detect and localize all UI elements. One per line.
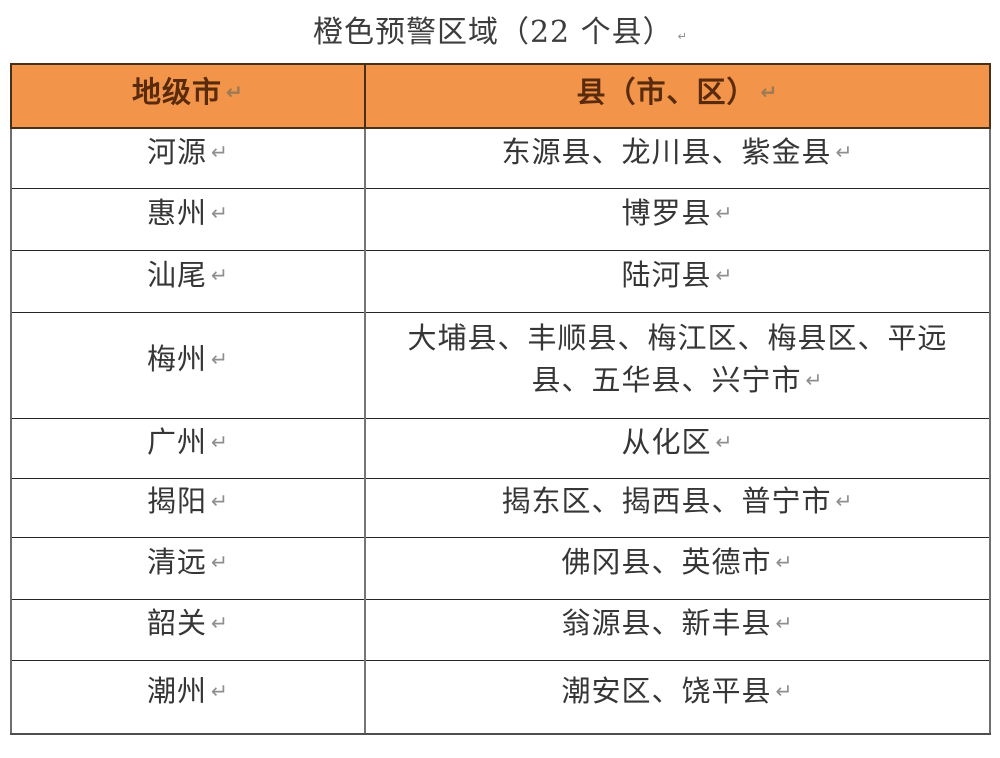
header-row: 地级市 ↵ 县（市、区） ↵: [10, 63, 991, 129]
return-mark-icon: ↵: [211, 678, 229, 703]
return-mark-icon: ↵: [835, 489, 854, 514]
city-label: 惠州: [146, 195, 207, 230]
return-mark-icon: ↵: [677, 30, 688, 44]
table-row: 潮州 ↵ 潮安区、饶平县 ↵: [10, 659, 991, 735]
header-counties-label: 县（市、区）: [576, 75, 757, 109]
return-mark-icon: ↵: [715, 429, 734, 454]
counties-label: 陆河县: [621, 257, 712, 292]
counties-label: 博罗县: [621, 195, 712, 230]
return-mark-icon: ↵: [226, 79, 244, 104]
return-mark-icon: ↵: [211, 429, 229, 454]
city-label: 清远: [146, 544, 207, 579]
return-mark-icon: ↵: [805, 367, 824, 392]
return-mark-icon: ↵: [211, 611, 229, 636]
city-cell: 河源 ↵: [10, 127, 366, 189]
counties-cell: 大埔县、丰顺县、梅江区、梅县区、平远县、五华县、兴宁市 ↵: [364, 311, 991, 419]
header-city: 地级市 ↵: [10, 63, 366, 129]
return-mark-icon: ↵: [835, 140, 854, 165]
counties-cell: 翁源县、新丰县 ↵: [364, 598, 991, 661]
counties-cell: 陆河县 ↵: [364, 249, 991, 313]
city-label: 潮州: [146, 673, 207, 708]
counties-label: 东源县、龙川县、紫金县: [501, 135, 832, 170]
counties-label: 翁源县、新丰县: [561, 606, 772, 641]
return-mark-icon: ↵: [211, 200, 229, 225]
city-label: 揭阳: [146, 484, 207, 519]
counties-cell: 潮安区、饶平县 ↵: [364, 659, 991, 735]
page-title-row: 橙色预警区域（22 个县） ↵: [0, 0, 1000, 63]
counties-label: 潮安区、饶平县: [561, 673, 772, 708]
city-cell: 揭阳 ↵: [10, 477, 366, 538]
return-mark-icon: ↵: [211, 140, 229, 165]
table-row: 汕尾 ↵ 陆河县 ↵: [10, 249, 991, 313]
table-row: 广州 ↵ 从化区 ↵: [10, 417, 991, 479]
city-cell: 清远 ↵: [10, 536, 366, 600]
table-row: 韶关 ↵ 翁源县、新丰县 ↵: [10, 598, 991, 661]
city-label: 汕尾: [146, 257, 207, 292]
counties-cell: 从化区 ↵: [364, 417, 991, 479]
city-label: 韶关: [146, 606, 207, 641]
return-mark-icon: ↵: [211, 262, 229, 287]
city-cell: 汕尾 ↵: [10, 249, 366, 313]
counties-cell: 揭东区、揭西县、普宁市 ↵: [364, 477, 991, 538]
counties-cell: 佛冈县、英德市 ↵: [364, 536, 991, 600]
return-mark-icon: ↵: [211, 346, 229, 371]
return-mark-icon: ↵: [715, 262, 734, 287]
return-mark-icon: ↵: [775, 611, 794, 636]
city-label: 广州: [146, 424, 207, 459]
table-row: 惠州 ↵ 博罗县 ↵: [10, 187, 991, 251]
return-mark-icon: ↵: [775, 549, 794, 574]
return-mark-icon: ↵: [211, 549, 229, 574]
counties-cell: 博罗县 ↵: [364, 187, 991, 251]
counties-label: 大埔县、丰顺县、梅江区、梅县区、平远县、五华县、兴宁市: [407, 320, 948, 397]
header-counties: 县（市、区） ↵: [364, 63, 991, 129]
city-cell: 潮州 ↵: [10, 659, 366, 735]
return-mark-icon: ↵: [715, 200, 734, 225]
counties-label: 揭东区、揭西县、普宁市: [501, 484, 832, 519]
city-label: 梅州: [146, 341, 207, 376]
table-row: 清远 ↵ 佛冈县、英德市 ↵: [10, 536, 991, 600]
table-row: 揭阳 ↵ 揭东区、揭西县、普宁市 ↵: [10, 477, 991, 538]
city-cell: 韶关 ↵: [10, 598, 366, 661]
city-label: 河源: [146, 135, 207, 170]
counties-label: 佛冈县、英德市: [561, 544, 772, 579]
page-title: 橙色预警区域（22 个县）: [312, 15, 674, 50]
return-mark-icon: ↵: [211, 489, 229, 514]
table-row: 梅州 ↵ 大埔县、丰顺县、梅江区、梅县区、平远县、五华县、兴宁市 ↵: [10, 311, 991, 419]
city-cell: 广州 ↵: [10, 417, 366, 479]
table-row: 河源 ↵ 东源县、龙川县、紫金县 ↵: [10, 127, 991, 189]
return-mark-icon: ↵: [775, 678, 794, 703]
orange-warning-table: 地级市 ↵ 县（市、区） ↵ 河源 ↵ 东源县、龙川县、紫金县 ↵ 惠州 ↵ 博罗县 ↵ 汕…: [10, 63, 991, 735]
return-mark-icon: ↵: [760, 79, 779, 104]
city-cell: 惠州 ↵: [10, 187, 366, 251]
counties-cell: 东源县、龙川县、紫金县 ↵: [364, 127, 991, 189]
header-city-label: 地级市: [131, 75, 222, 109]
counties-label: 从化区: [621, 424, 712, 459]
city-cell: 梅州 ↵: [10, 311, 366, 419]
